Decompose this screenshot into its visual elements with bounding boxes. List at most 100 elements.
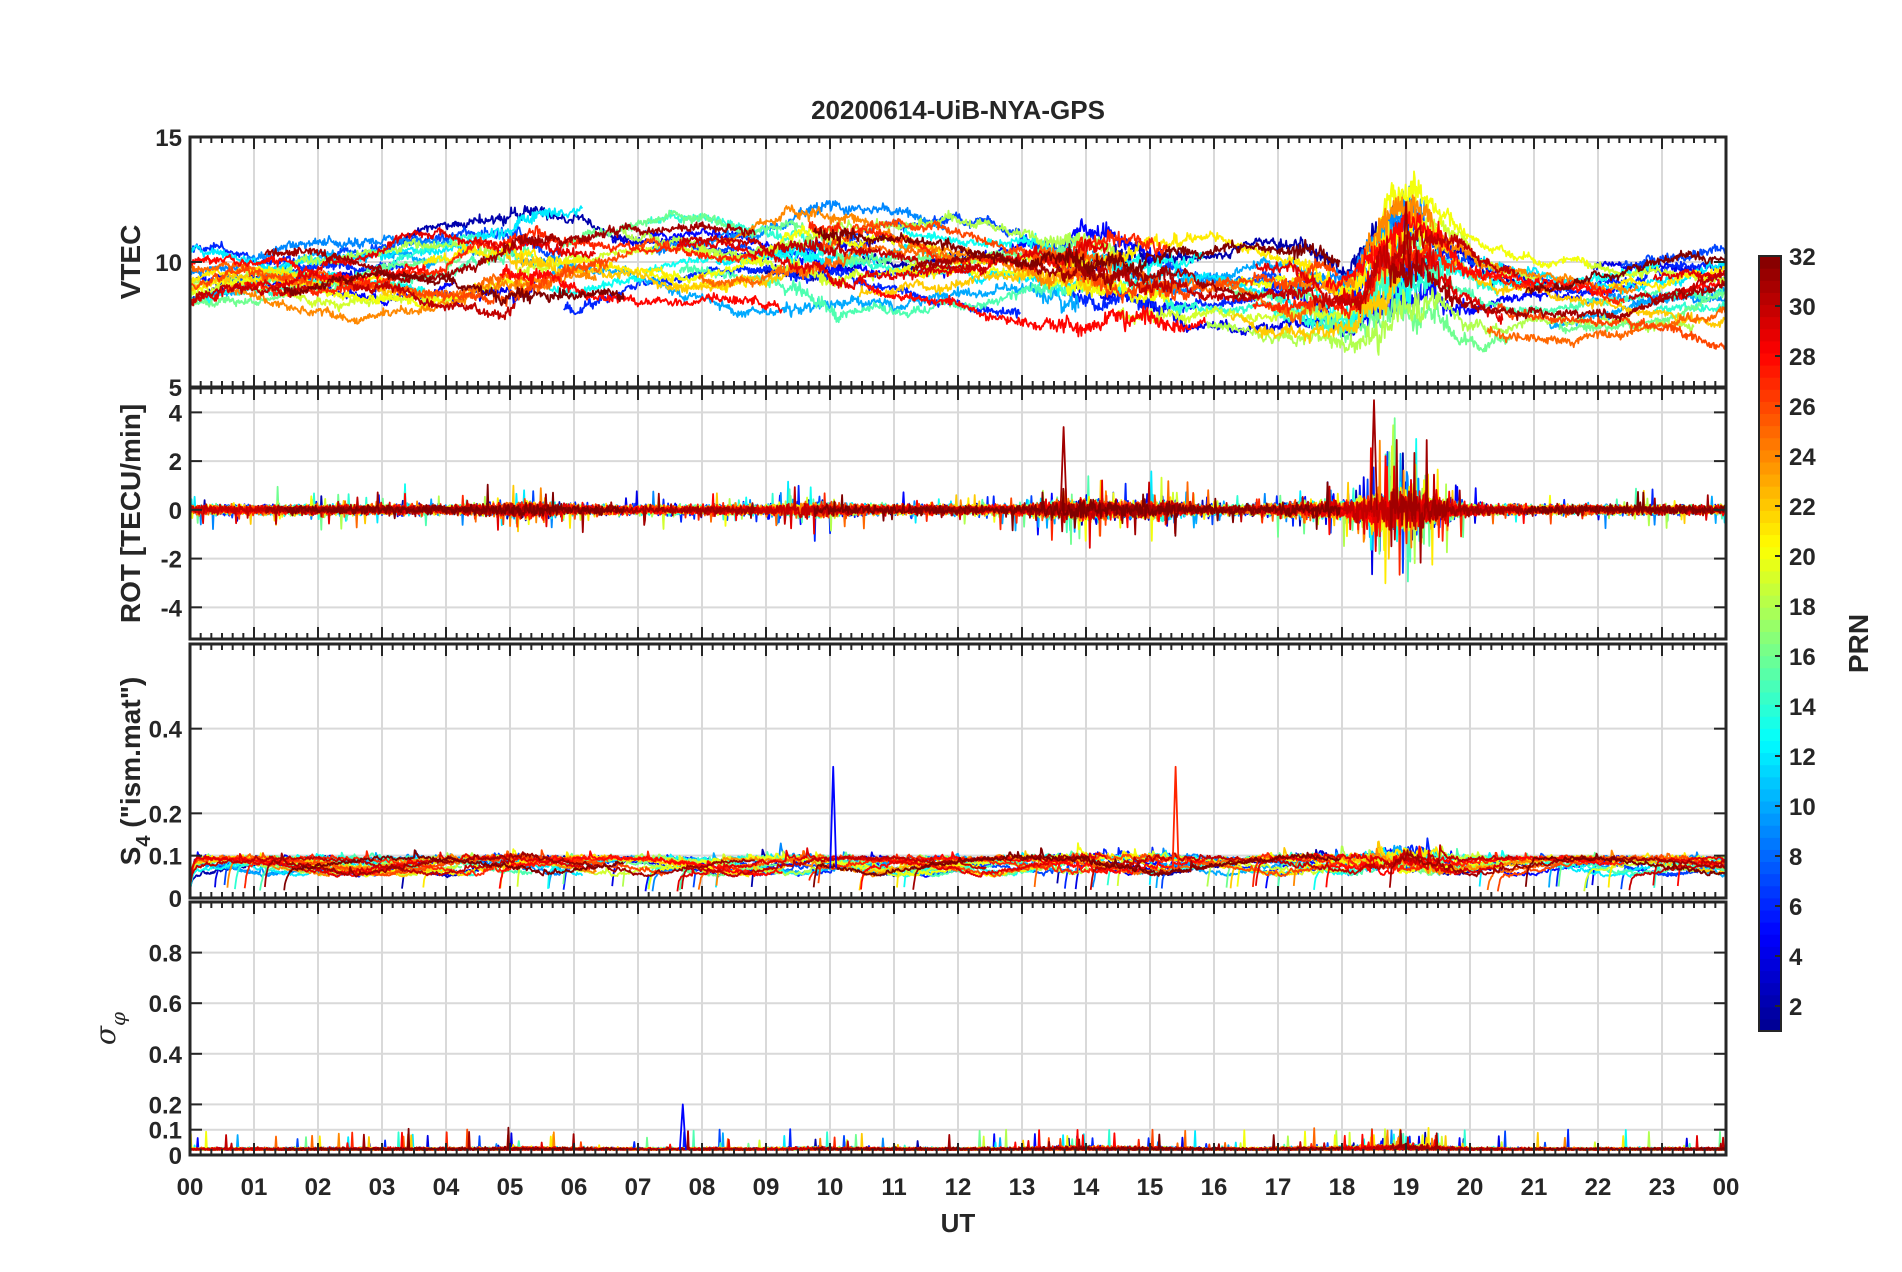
- y-tick-label: 0.2: [149, 801, 182, 828]
- x-tick-label: 07: [625, 1174, 652, 1201]
- colorbar-segment: [1759, 546, 1781, 560]
- colorbar-segment: [1759, 667, 1781, 681]
- x-tick-label: 15: [1137, 1174, 1164, 1201]
- x-tick-label: 00: [177, 1174, 204, 1201]
- series-group: [190, 765, 1726, 892]
- x-tick-label: 05: [497, 1174, 524, 1201]
- y-tick-label: -2: [161, 547, 182, 574]
- colorbar-tick-label: 14: [1789, 694, 1816, 721]
- x-tick-labels: 00 01 02 03 04 05 06 07 08 09 10 11 12 13 14 15 16 17 18 19…: [177, 1174, 1740, 1201]
- series-line-prn-30: [1628, 268, 1726, 303]
- grid: [190, 902, 1726, 1155]
- y-tick-label: 0.2: [149, 1092, 182, 1119]
- colorbar-segment: [1759, 740, 1781, 754]
- colorbar-tick-label: 28: [1789, 344, 1816, 371]
- colorbar-segment: [1759, 461, 1781, 475]
- event-spike: [678, 1103, 687, 1150]
- x-tick-label: 03: [369, 1174, 396, 1201]
- series-group: [190, 170, 1726, 356]
- series-line-prn-32: [1524, 249, 1726, 295]
- ticks: [189, 902, 1727, 1156]
- colorbar-segment: [1759, 813, 1781, 826]
- event-spike: [829, 765, 838, 869]
- colorbar-tick-label: 32: [1789, 244, 1816, 271]
- colorbar-segment: [1759, 800, 1781, 814]
- series-group: [190, 399, 1726, 585]
- colorbar-segment: [1759, 922, 1781, 935]
- series-line-prn-19: [516, 241, 989, 289]
- colorbar-segment: [1759, 340, 1781, 354]
- series-line-prn-20: [647, 224, 1171, 304]
- series-line-prn-26: [817, 217, 1339, 304]
- colorbar-segment: [1759, 849, 1781, 863]
- series-line-prn-32: [283, 483, 625, 520]
- x-tick-label: 12: [945, 1174, 972, 1201]
- series-line-prn-24: [715, 204, 1116, 290]
- x-tick-label: 09: [753, 1174, 780, 1201]
- series-line-prn-28: [498, 263, 783, 314]
- chart-title: 20200614-UiB-NYA-GPS: [811, 95, 1105, 125]
- y-tick-label: -4: [161, 595, 183, 622]
- y-axis-label-sub: φ: [106, 1012, 130, 1026]
- colorbar-segment: [1759, 498, 1781, 511]
- x-tick-label: 21: [1521, 1174, 1548, 1201]
- colorbar-segment: [1759, 885, 1781, 899]
- x-tick-label: 10: [817, 1174, 844, 1201]
- series-line-prn-30: [190, 276, 516, 321]
- series-line-prn-29: [1652, 268, 1726, 282]
- series-line-prn-31: [1388, 849, 1726, 888]
- series-line-prn-7: [1621, 243, 1726, 269]
- colorbar-segment: [1759, 364, 1781, 378]
- colorbar-segment: [1759, 631, 1781, 645]
- colorbar-segment: [1759, 679, 1781, 693]
- x-axis-label: UT: [941, 1208, 976, 1238]
- series-line-prn-24: [1292, 194, 1639, 296]
- y-axis-label: VTEC: [115, 225, 146, 300]
- colorbar-segment: [1759, 582, 1781, 596]
- x-tick-label: 11: [881, 1174, 906, 1201]
- y-tick-label: 0.4: [149, 1042, 183, 1069]
- x-tick-label: 19: [1393, 1174, 1420, 1201]
- series-line-prn-32: [812, 1133, 1341, 1151]
- colorbar-segment: [1759, 522, 1781, 536]
- colorbar-segment: [1759, 873, 1781, 887]
- x-tick-label: 18: [1329, 1174, 1356, 1201]
- colorbar-segment: [1759, 716, 1781, 729]
- series-line-prn-27: [243, 850, 759, 889]
- y-tick-label: 15: [155, 125, 182, 152]
- colorbar-segment: [1759, 413, 1781, 427]
- series-line-prn-32: [283, 1126, 625, 1151]
- colorbar-segment: [1759, 570, 1781, 584]
- y-tick-label: 0.4: [149, 717, 183, 744]
- colorbar-frame: [1758, 255, 1782, 1032]
- series-line-prn-26: [1496, 303, 1726, 350]
- series-line-prn-31: [264, 851, 756, 888]
- colorbar-tick-label: 16: [1789, 644, 1816, 671]
- x-tick-label: 16: [1201, 1174, 1228, 1201]
- series-line-prn-32: [813, 226, 1341, 276]
- colorbar-segment: [1759, 909, 1781, 923]
- series-line-prn-30: [1089, 844, 1519, 891]
- series-line-prn-32: [813, 481, 1341, 537]
- series-line-prn-22: [1230, 229, 1726, 344]
- series-line-prn-30: [1089, 224, 1520, 315]
- panel-s4: 00.10.20.4S4 ("ism.mat"): [115, 642, 1728, 913]
- colorbar-segment: [1759, 691, 1781, 705]
- x-tick-label: 22: [1585, 1174, 1612, 1201]
- colorbar-segment: [1759, 389, 1781, 402]
- colorbar-tick-label: 6: [1789, 894, 1802, 921]
- panel-rot: -4 -2 0 2 4 ROT [TECU/min]: [115, 386, 1728, 641]
- colorbar-segment: [1759, 377, 1781, 390]
- colorbar-segment: [1759, 958, 1781, 972]
- y-tick-label: 0: [169, 886, 182, 913]
- colorbar-tick-label: 22: [1789, 494, 1816, 521]
- series-line-prn-29: [676, 847, 1108, 892]
- colorbar-segment: [1759, 595, 1781, 608]
- x-tick-label: 06: [561, 1174, 588, 1201]
- y-tick-label: 0: [169, 498, 182, 525]
- panel-sigma_phi: 00.10.2 0.4 0.6 0.8 σφ: [89, 900, 1728, 1170]
- ticks: [189, 388, 1727, 639]
- y-axis-label-main: σ: [89, 1025, 122, 1045]
